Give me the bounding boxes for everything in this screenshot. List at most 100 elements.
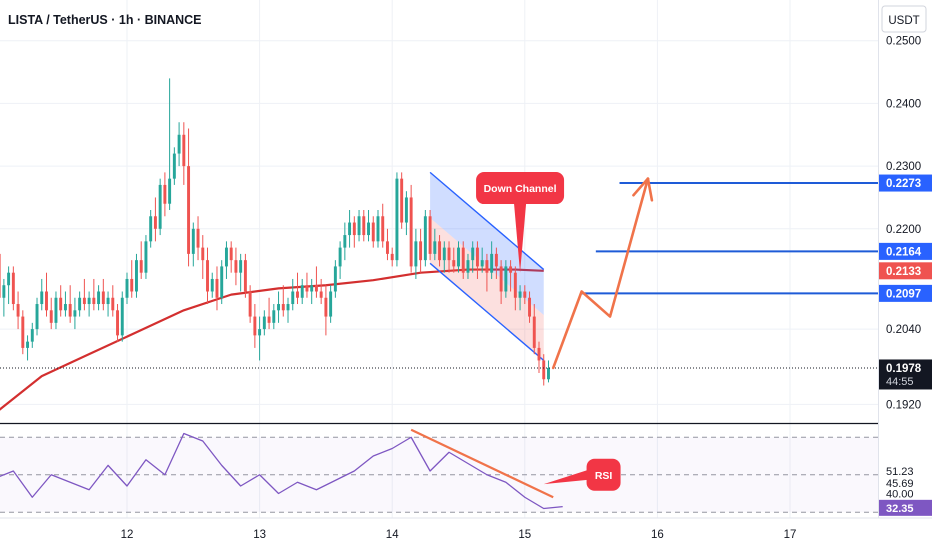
candle-body [116, 310, 119, 336]
candle-body [343, 235, 347, 248]
candle-body [319, 291, 323, 298]
candle-body [390, 253, 394, 261]
candle-body [532, 316, 536, 348]
candle-body [281, 304, 285, 311]
price-tag [879, 242, 932, 260]
candle-body [509, 266, 513, 273]
candle-body [153, 216, 157, 229]
candle-body [196, 228, 200, 248]
candle-body [177, 134, 181, 154]
price-tick-label: 0.2300 [886, 161, 921, 173]
candle-body [11, 272, 15, 305]
candle-body [111, 297, 115, 311]
price-tick-label: 0.1920 [886, 399, 921, 411]
candle-body [310, 285, 314, 292]
candle-body [485, 260, 489, 273]
candle-body [490, 253, 494, 273]
price-tag-label: 0.2273 [886, 178, 921, 190]
candle-body [130, 278, 134, 292]
down-channel-callout [476, 172, 565, 205]
channel-lower-line [429, 262, 545, 361]
candle-body [78, 297, 82, 311]
candle-body [333, 266, 337, 292]
candle-body [296, 291, 299, 298]
candle-body [144, 241, 148, 273]
candle-body [248, 291, 252, 317]
currency-badge[interactable] [881, 5, 927, 33]
candle-body [68, 304, 72, 317]
candle-body [87, 297, 91, 305]
candle-body [419, 241, 423, 261]
candle-body [523, 291, 527, 298]
candle-body [452, 260, 456, 267]
price-tag [879, 359, 932, 390]
candle-body [442, 247, 446, 261]
time-tick-label: 13 [253, 529, 266, 541]
price-tick-label: 0.2200 [886, 224, 921, 236]
channel-upper-line [429, 171, 545, 271]
down-channel-callout-pointer [514, 204, 527, 273]
candle-body [149, 216, 153, 242]
price-axis: 0.2500 0.2400 0.2300 0.2200 0.2040 0.1920 0.22… [879, 36, 932, 516]
candle-body [329, 291, 333, 317]
candle-body [513, 272, 517, 298]
candle-body [139, 260, 143, 273]
candle-body [73, 310, 77, 317]
time-tick-label: 12 [121, 529, 134, 541]
candle-body [433, 241, 437, 254]
candle-body [499, 266, 503, 292]
candle-body [537, 347, 541, 361]
candle-body [338, 247, 342, 267]
candle-body [324, 297, 328, 317]
candle-body [385, 241, 389, 254]
candle-body [234, 260, 238, 273]
symbol-title[interactable]: LISTA / TetherUS · 1h · BINANCE [8, 13, 202, 27]
candle-body [45, 291, 48, 311]
rsi-label: RSI [595, 470, 613, 482]
price-tick-label: 0.2500 [886, 36, 921, 48]
candle-body [461, 247, 465, 273]
candle-body [404, 197, 408, 223]
time-tick-label: 15 [518, 529, 531, 541]
candle-body [54, 297, 58, 323]
candle-body [447, 247, 451, 261]
candle-body [229, 247, 233, 261]
candle-body [220, 266, 224, 298]
candle-body [168, 178, 172, 204]
candle-body [457, 247, 460, 267]
candle-body [518, 291, 522, 298]
candle-body [480, 260, 484, 267]
candle-body [438, 241, 442, 261]
candle-body [82, 297, 86, 305]
candle-body [187, 166, 191, 254]
price-grid [0, 0, 878, 518]
candle-body [272, 310, 276, 323]
price-tag [879, 174, 932, 192]
candle-body [300, 285, 304, 298]
candle-body [172, 153, 176, 179]
candle-body [97, 291, 101, 305]
candle-body [191, 228, 195, 254]
price-tag-label: 0.2097 [886, 288, 921, 300]
candle-body [206, 260, 209, 292]
price-tag [879, 284, 932, 302]
candle-body [258, 329, 262, 336]
time-tick-label: 17 [784, 529, 797, 541]
candle-body [376, 216, 380, 242]
annotations-layer: Down Channel RSI [476, 172, 621, 491]
price-tag [879, 262, 932, 280]
candle-body [528, 297, 532, 317]
candle-body [362, 216, 366, 236]
candle-body [243, 260, 247, 292]
candle-body [428, 216, 432, 254]
rsi-callout-pointer [543, 469, 589, 485]
candle-body [504, 266, 508, 292]
candle-body [182, 134, 186, 167]
candle-body [357, 216, 361, 236]
candle-body [63, 304, 67, 311]
candle-body [381, 216, 385, 242]
rsi-band [0, 437, 878, 513]
